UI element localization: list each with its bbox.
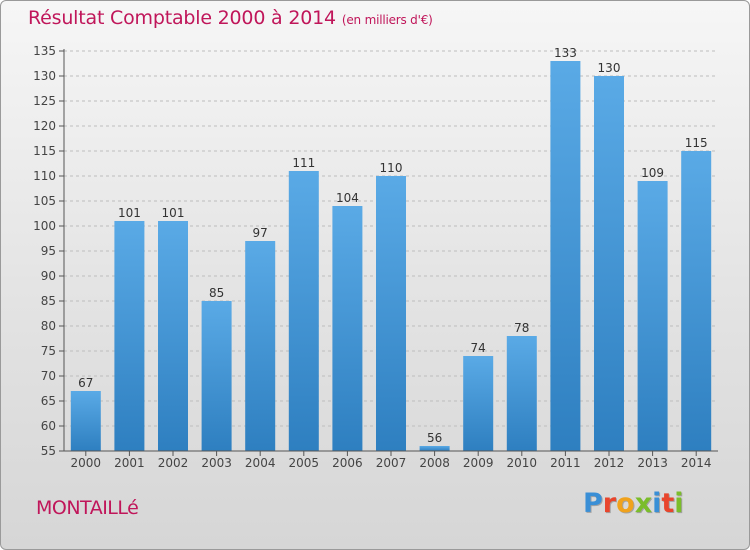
data-label: 101 — [118, 206, 141, 220]
bar — [637, 181, 668, 451]
data-label: 115 — [685, 136, 708, 150]
y-tick-label: 55 — [41, 444, 56, 458]
y-tick-label: 60 — [41, 419, 56, 433]
y-tick-label: 115 — [33, 144, 56, 158]
bar — [70, 391, 101, 451]
chart-title: Résultat Comptable 2000 à 2014 (en millie… — [28, 7, 433, 29]
y-tick-label: 75 — [41, 344, 56, 358]
x-tick-label: 2013 — [637, 456, 668, 470]
bar — [506, 336, 537, 451]
data-label: 104 — [336, 191, 359, 205]
y-tick-label: 135 — [33, 44, 56, 58]
y-tick-label: 90 — [41, 269, 56, 283]
x-tick-label: 2012 — [594, 456, 625, 470]
logo-letter: o — [616, 488, 635, 519]
x-tick-label: 2009 — [463, 456, 494, 470]
data-label: 130 — [598, 61, 621, 75]
axes: 55 60 65 70 75 80 85 90 95 100 105 110 115 120 125 130 1… — [33, 44, 718, 470]
x-tick-label: 2000 — [71, 456, 102, 470]
y-tick-label: 125 — [33, 94, 56, 108]
x-tick-label: 2007 — [376, 456, 407, 470]
x-tick-label: 2005 — [289, 456, 320, 470]
data-label: 67 — [78, 376, 93, 390]
bar — [158, 221, 188, 451]
x-tick-label: 2014 — [681, 456, 712, 470]
data-label: 74 — [471, 341, 486, 355]
data-label: 97 — [253, 226, 268, 240]
data-label: 111 — [292, 156, 315, 170]
x-tick-label: 2004 — [245, 456, 276, 470]
data-label: 101 — [162, 206, 185, 220]
bar — [332, 206, 363, 451]
data-labels: 67 101 101 85 97 111 104 110 56 74 78 133 130 109 115 — [78, 46, 707, 445]
y-tick-label: 80 — [41, 319, 56, 333]
x-tick-label: 2003 — [201, 456, 232, 470]
bar — [550, 61, 581, 451]
bar — [114, 221, 145, 451]
y-tick-label: 85 — [41, 294, 56, 308]
data-label: 109 — [641, 166, 664, 180]
bar — [463, 356, 494, 451]
proxiti-logo: Proxiti — [583, 488, 684, 519]
commune-name: MONTAILLé — [36, 497, 139, 519]
x-tick-label: 2002 — [158, 456, 189, 470]
x-tick-label: 2011 — [550, 456, 581, 470]
logo-letter: i — [674, 488, 684, 519]
logo-letter: t — [661, 488, 675, 519]
bar — [201, 301, 232, 451]
data-label: 110 — [380, 161, 403, 175]
x-tick-label: 2001 — [114, 456, 145, 470]
x-tick-label: 2008 — [419, 456, 450, 470]
x-tick-label: 2006 — [332, 456, 363, 470]
y-tick-label: 70 — [41, 369, 56, 383]
logo-letter: r — [602, 488, 617, 519]
data-label: 133 — [554, 46, 577, 60]
x-tick-label: 2010 — [507, 456, 538, 470]
data-label: 78 — [514, 321, 529, 335]
data-label: 56 — [427, 431, 442, 445]
y-tick-label: 95 — [41, 244, 56, 258]
logo-letter: x — [634, 488, 653, 519]
title-unit: (en milliers d'€) — [341, 13, 433, 27]
title-text: Résultat Comptable 2000 à 2014 — [28, 7, 336, 29]
bar — [288, 171, 319, 451]
y-tick-label: 105 — [33, 194, 56, 208]
logo-letter: i — [652, 488, 662, 519]
bars — [70, 61, 712, 451]
logo-letter: P — [583, 488, 603, 519]
bar — [594, 76, 624, 451]
y-tick-label: 130 — [33, 69, 56, 83]
data-label: 85 — [209, 286, 224, 300]
y-tick-label: 100 — [33, 219, 56, 233]
bar — [419, 446, 450, 451]
y-tick-label: 120 — [33, 119, 56, 133]
y-tick-label: 110 — [33, 169, 56, 183]
y-tick-label: 65 — [41, 394, 56, 408]
bar — [681, 151, 712, 451]
bar — [245, 241, 276, 451]
bar — [376, 176, 406, 451]
